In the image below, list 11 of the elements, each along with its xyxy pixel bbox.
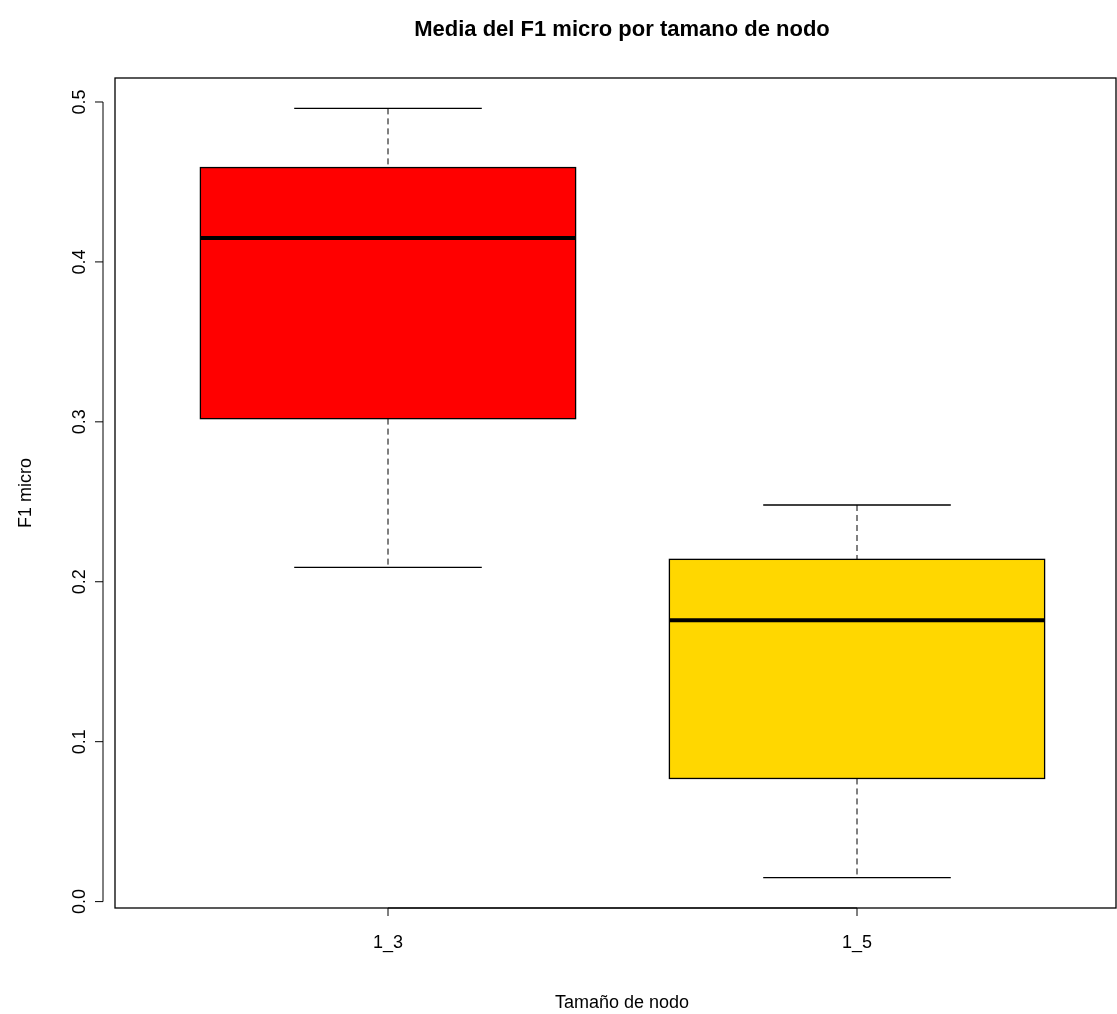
chart-title: Media del F1 micro por tamano de nodo — [414, 16, 830, 41]
y-tick-label: 0.1 — [69, 729, 89, 755]
y-tick-label: 0.0 — [69, 889, 89, 915]
y-axis-title: F1 micro — [15, 457, 35, 529]
y-tick-label: 0.3 — [69, 409, 89, 435]
x-tick-label: 1_5 — [841, 932, 873, 953]
y-tick-label: 0.2 — [69, 569, 89, 595]
y-tick-label: 0.4 — [69, 249, 89, 275]
y-tick-label: 0.5 — [69, 89, 89, 115]
x-tick-label: 1_3 — [372, 932, 404, 953]
x-axis-title: Tamaño de nodo — [554, 992, 690, 1012]
